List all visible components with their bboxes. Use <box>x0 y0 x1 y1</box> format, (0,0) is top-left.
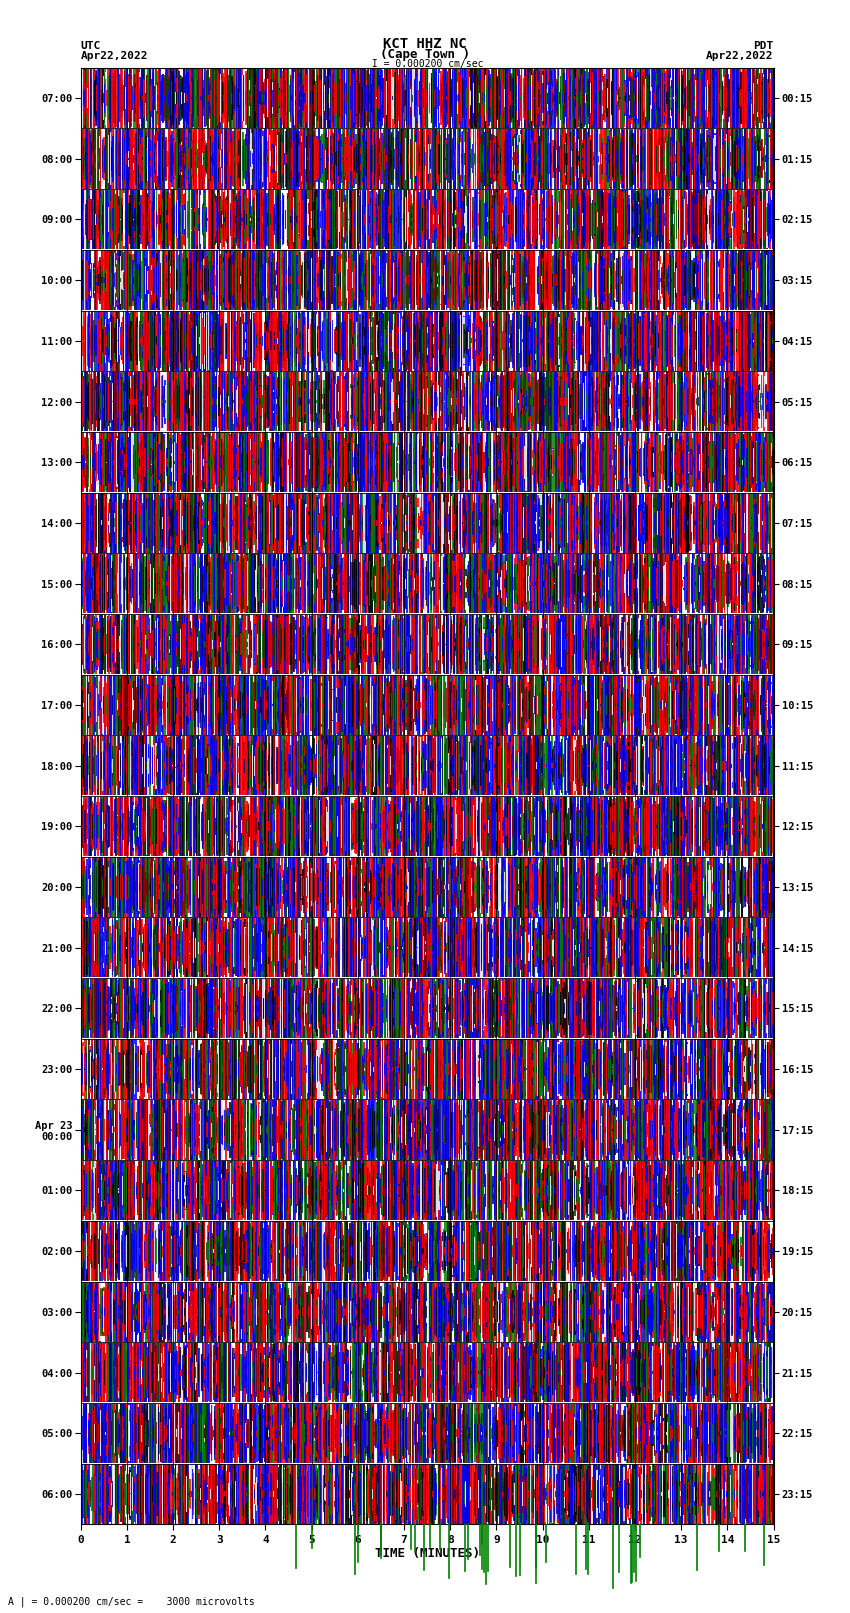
Text: A | = 0.000200 cm/sec =    3000 microvolts: A | = 0.000200 cm/sec = 3000 microvolts <box>8 1595 255 1607</box>
Text: I = 0.000200 cm/sec: I = 0.000200 cm/sec <box>366 58 484 69</box>
Text: Apr22,2022: Apr22,2022 <box>81 52 148 61</box>
Text: KCT HHZ NC: KCT HHZ NC <box>383 37 467 50</box>
Text: Apr22,2022: Apr22,2022 <box>706 52 774 61</box>
Text: PDT: PDT <box>753 40 774 50</box>
Text: (Cape Town ): (Cape Town ) <box>380 48 470 61</box>
X-axis label: TIME (MINUTES): TIME (MINUTES) <box>375 1547 479 1560</box>
Text: UTC: UTC <box>81 40 101 50</box>
